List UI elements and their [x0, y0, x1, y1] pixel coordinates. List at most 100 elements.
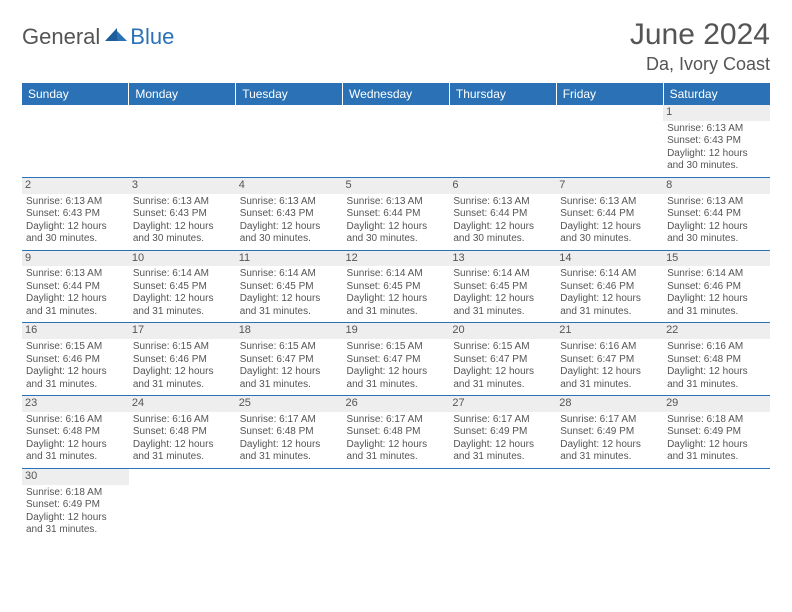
day-number: 17	[129, 323, 236, 339]
calendar-cell: 12Sunrise: 6:14 AMSunset: 6:45 PMDayligh…	[343, 250, 450, 323]
sunrise-line: Sunrise: 6:14 AM	[240, 268, 339, 281]
day-number: 30	[22, 469, 129, 485]
day-number: 6	[449, 178, 556, 194]
calendar-cell: 16Sunrise: 6:15 AMSunset: 6:46 PMDayligh…	[22, 323, 129, 396]
sunset-line: Sunset: 6:46 PM	[133, 354, 232, 367]
sunset-line: Sunset: 6:45 PM	[133, 281, 232, 294]
calendar-cell	[663, 468, 770, 540]
sunrise-line: Sunrise: 6:13 AM	[347, 196, 446, 209]
calendar-cell: 25Sunrise: 6:17 AMSunset: 6:48 PMDayligh…	[236, 396, 343, 469]
daylight-line: Daylight: 12 hours and 31 minutes.	[133, 439, 232, 464]
calendar-cell: 7Sunrise: 6:13 AMSunset: 6:44 PMDaylight…	[556, 177, 663, 250]
calendar-cell	[449, 105, 556, 177]
sunrise-line: Sunrise: 6:15 AM	[240, 341, 339, 354]
daylight-line: Daylight: 12 hours and 30 minutes.	[453, 221, 552, 246]
sunset-line: Sunset: 6:47 PM	[453, 354, 552, 367]
sunset-line: Sunset: 6:45 PM	[453, 281, 552, 294]
sunrise-line: Sunrise: 6:17 AM	[240, 414, 339, 427]
calendar-cell: 10Sunrise: 6:14 AMSunset: 6:45 PMDayligh…	[129, 250, 236, 323]
daylight-line: Daylight: 12 hours and 30 minutes.	[26, 221, 125, 246]
sunrise-line: Sunrise: 6:14 AM	[453, 268, 552, 281]
sunrise-line: Sunrise: 6:16 AM	[26, 414, 125, 427]
calendar-row: 9Sunrise: 6:13 AMSunset: 6:44 PMDaylight…	[22, 250, 770, 323]
day-number: 27	[449, 396, 556, 412]
sunset-line: Sunset: 6:43 PM	[26, 208, 125, 221]
calendar-cell: 19Sunrise: 6:15 AMSunset: 6:47 PMDayligh…	[343, 323, 450, 396]
sunset-line: Sunset: 6:46 PM	[667, 281, 766, 294]
day-number: 11	[236, 251, 343, 267]
calendar-cell: 13Sunrise: 6:14 AMSunset: 6:45 PMDayligh…	[449, 250, 556, 323]
day-number: 23	[22, 396, 129, 412]
calendar-row: 1Sunrise: 6:13 AMSunset: 6:43 PMDaylight…	[22, 105, 770, 177]
calendar-cell: 11Sunrise: 6:14 AMSunset: 6:45 PMDayligh…	[236, 250, 343, 323]
sunset-line: Sunset: 6:47 PM	[240, 354, 339, 367]
day-number: 22	[663, 323, 770, 339]
sunrise-line: Sunrise: 6:17 AM	[560, 414, 659, 427]
sunrise-line: Sunrise: 6:14 AM	[667, 268, 766, 281]
daylight-line: Daylight: 12 hours and 31 minutes.	[26, 439, 125, 464]
calendar-row: 23 Sunrise: 6:16 AM Sunset: 6:48 PM Dayligh…	[22, 396, 770, 469]
daylight-line: Daylight: 12 hours and 30 minutes.	[347, 221, 446, 246]
day-number: 10	[129, 251, 236, 267]
calendar-cell	[22, 105, 129, 177]
calendar-table: SundayMondayTuesdayWednesdayThursdayFrid…	[22, 83, 770, 541]
daylight-line: Daylight: 12 hours and 31 minutes.	[240, 439, 339, 464]
day-number: 21	[556, 323, 663, 339]
calendar-cell: 20Sunrise: 6:15 AMSunset: 6:47 PMDayligh…	[449, 323, 556, 396]
day-number: 3	[129, 178, 236, 194]
calendar-cell: 22Sunrise: 6:16 AMSunset: 6:48 PMDayligh…	[663, 323, 770, 396]
location-label: Da, Ivory Coast	[630, 54, 770, 75]
calendar-cell: 17 Sunrise: 6:15 AMSunset: 6:46 PMDayligh…	[129, 323, 236, 396]
sunset-line: Sunset: 6:44 PM	[347, 208, 446, 221]
calendar-cell: 27Sunrise: 6:17 AMSunset: 6:49 PMDayligh…	[449, 396, 556, 469]
calendar-row: 30Sunrise: 6:18 AMSunset: 6:49 PMDayligh…	[22, 468, 770, 540]
calendar-cell: 14Sunrise: 6:14 AMSunset: 6:46 PMDayligh…	[556, 250, 663, 323]
daylight-line: Daylight: 12 hours and 31 minutes.	[667, 439, 766, 464]
daylight-line: Daylight: 12 hours and 31 minutes.	[26, 366, 125, 391]
daylight-line: Daylight: 12 hours and 31 minutes.	[133, 366, 232, 391]
sunset-line: Sunset: 6:48 PM	[347, 426, 446, 439]
sunrise-line: Sunrise: 6:15 AM	[133, 341, 232, 354]
day-number: 4	[236, 178, 343, 194]
logo-text-blue: Blue	[130, 24, 174, 50]
day-header: Thursday	[449, 83, 556, 105]
calendar-cell: 24Sunrise: 6:16 AMSunset: 6:48 PMDayligh…	[129, 396, 236, 469]
daylight-line: Daylight: 12 hours and 31 minutes.	[667, 366, 766, 391]
sunrise-line: Sunrise: 6:13 AM	[667, 123, 766, 136]
day-header: Sunday	[22, 83, 129, 105]
sunrise-line: Sunrise: 6:16 AM	[133, 414, 232, 427]
daylight-line: Daylight: 12 hours and 31 minutes.	[453, 439, 552, 464]
calendar-cell: 4Sunrise: 6:13 AMSunset: 6:43 PMDaylight…	[236, 177, 343, 250]
page-title: June 2024	[630, 18, 770, 52]
sunrise-line: Sunrise: 6:13 AM	[667, 196, 766, 209]
daylight-line: Daylight: 12 hours and 31 minutes.	[453, 366, 552, 391]
calendar-cell: 15Sunrise: 6:14 AMSunset: 6:46 PMDayligh…	[663, 250, 770, 323]
sunset-line: Sunset: 6:49 PM	[453, 426, 552, 439]
sunset-line: Sunset: 6:44 PM	[26, 281, 125, 294]
sunrise-line: Sunrise: 6:18 AM	[667, 414, 766, 427]
sunrise-line: Sunrise: 6:13 AM	[26, 268, 125, 281]
sunrise-line: Sunrise: 6:18 AM	[26, 487, 125, 500]
day-header: Wednesday	[343, 83, 450, 105]
calendar-row: 16Sunrise: 6:15 AMSunset: 6:46 PMDayligh…	[22, 323, 770, 396]
logo: General Blue	[22, 24, 174, 50]
calendar-cell: 9Sunrise: 6:13 AMSunset: 6:44 PMDaylight…	[22, 250, 129, 323]
day-header: Monday	[129, 83, 236, 105]
sunrise-line: Sunrise: 6:15 AM	[347, 341, 446, 354]
day-number: 15	[663, 251, 770, 267]
calendar-cell: 30Sunrise: 6:18 AMSunset: 6:49 PMDayligh…	[22, 468, 129, 540]
calendar-cell: 1Sunrise: 6:13 AMSunset: 6:43 PMDaylight…	[663, 105, 770, 177]
sunset-line: Sunset: 6:43 PM	[133, 208, 232, 221]
daylight-line: Daylight: 12 hours and 30 minutes.	[667, 148, 766, 173]
sunrise-line: Sunrise: 6:15 AM	[26, 341, 125, 354]
sunrise-line: Sunrise: 6:16 AM	[560, 341, 659, 354]
sunrise-line: Sunrise: 6:13 AM	[560, 196, 659, 209]
daylight-line: Daylight: 12 hours and 31 minutes.	[347, 293, 446, 318]
calendar-cell	[236, 468, 343, 540]
day-number: 20	[449, 323, 556, 339]
calendar-cell: 3Sunrise: 6:13 AMSunset: 6:43 PMDaylight…	[129, 177, 236, 250]
calendar-cell: 18Sunrise: 6:15 AMSunset: 6:47 PMDayligh…	[236, 323, 343, 396]
calendar-cell	[129, 468, 236, 540]
calendar-cell: 6Sunrise: 6:13 AMSunset: 6:44 PMDaylight…	[449, 177, 556, 250]
day-number: 25	[236, 396, 343, 412]
